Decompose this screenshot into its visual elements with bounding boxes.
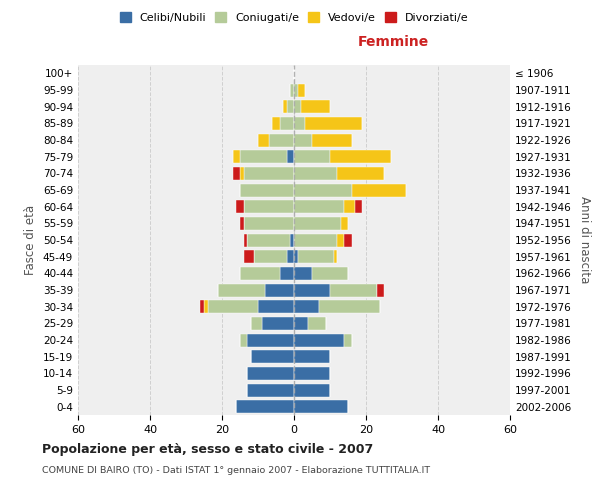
Bar — [247, 334, 294, 346]
Bar — [251, 350, 294, 363]
Bar — [290, 234, 294, 246]
Bar — [244, 217, 294, 230]
Bar — [280, 117, 294, 130]
Bar — [330, 284, 377, 296]
Bar — [352, 184, 406, 196]
Bar — [344, 234, 352, 246]
Bar — [280, 267, 294, 280]
Bar — [283, 100, 287, 113]
Bar — [294, 117, 305, 130]
Bar — [355, 200, 362, 213]
Y-axis label: Fasce di età: Fasce di età — [25, 205, 37, 275]
Bar — [247, 367, 294, 380]
Bar — [294, 167, 337, 180]
Bar — [233, 150, 240, 163]
Bar — [312, 267, 348, 280]
Bar — [294, 234, 337, 246]
Bar — [337, 167, 384, 180]
Bar — [240, 184, 294, 196]
Bar — [287, 150, 294, 163]
Bar — [337, 234, 344, 246]
Bar — [287, 250, 294, 263]
Bar — [294, 217, 341, 230]
Bar — [294, 100, 301, 113]
Bar — [240, 217, 244, 230]
Bar — [377, 284, 384, 296]
Bar — [262, 317, 294, 330]
Bar — [240, 267, 280, 280]
Bar — [244, 167, 294, 180]
Bar — [290, 84, 294, 96]
Bar — [200, 300, 204, 313]
Bar — [251, 317, 262, 330]
Bar — [258, 134, 269, 146]
Bar — [294, 334, 344, 346]
Bar — [334, 250, 337, 263]
Bar — [294, 184, 352, 196]
Bar — [294, 284, 330, 296]
Bar — [247, 384, 294, 396]
Bar — [244, 234, 247, 246]
Bar — [305, 117, 362, 130]
Text: Femmine: Femmine — [358, 35, 429, 49]
Bar — [298, 84, 305, 96]
Bar — [233, 167, 240, 180]
Bar — [294, 400, 348, 413]
Bar — [236, 200, 244, 213]
Bar — [287, 100, 294, 113]
Bar — [240, 167, 244, 180]
Bar — [265, 284, 294, 296]
Bar — [269, 134, 294, 146]
Bar — [294, 200, 344, 213]
Bar — [204, 300, 208, 313]
Bar — [341, 217, 348, 230]
Text: Popolazione per età, sesso e stato civile - 2007: Popolazione per età, sesso e stato civil… — [42, 442, 373, 456]
Bar — [236, 400, 294, 413]
Bar — [240, 334, 247, 346]
Bar — [258, 300, 294, 313]
Bar — [294, 250, 298, 263]
Bar — [298, 250, 334, 263]
Bar — [294, 367, 330, 380]
Bar — [218, 284, 265, 296]
Bar — [301, 100, 330, 113]
Bar — [330, 150, 391, 163]
Bar — [244, 250, 254, 263]
Bar — [240, 150, 287, 163]
Bar — [294, 384, 330, 396]
Legend: Celibi/Nubili, Coniugati/e, Vedovi/e, Divorziati/e: Celibi/Nubili, Coniugati/e, Vedovi/e, Di… — [115, 8, 473, 28]
Bar — [294, 150, 330, 163]
Bar — [312, 134, 352, 146]
Bar — [344, 200, 355, 213]
Bar — [294, 300, 319, 313]
Bar — [294, 317, 308, 330]
Bar — [294, 350, 330, 363]
Bar — [344, 334, 352, 346]
Bar — [308, 317, 326, 330]
Bar — [272, 117, 280, 130]
Bar — [294, 134, 312, 146]
Bar — [208, 300, 258, 313]
Bar — [319, 300, 380, 313]
Bar — [294, 84, 298, 96]
Bar — [244, 200, 294, 213]
Bar — [247, 234, 290, 246]
Bar — [254, 250, 287, 263]
Bar — [294, 267, 312, 280]
Y-axis label: Anni di nascita: Anni di nascita — [578, 196, 591, 284]
Text: COMUNE DI BAIRO (TO) - Dati ISTAT 1° gennaio 2007 - Elaborazione TUTTITALIA.IT: COMUNE DI BAIRO (TO) - Dati ISTAT 1° gen… — [42, 466, 430, 475]
